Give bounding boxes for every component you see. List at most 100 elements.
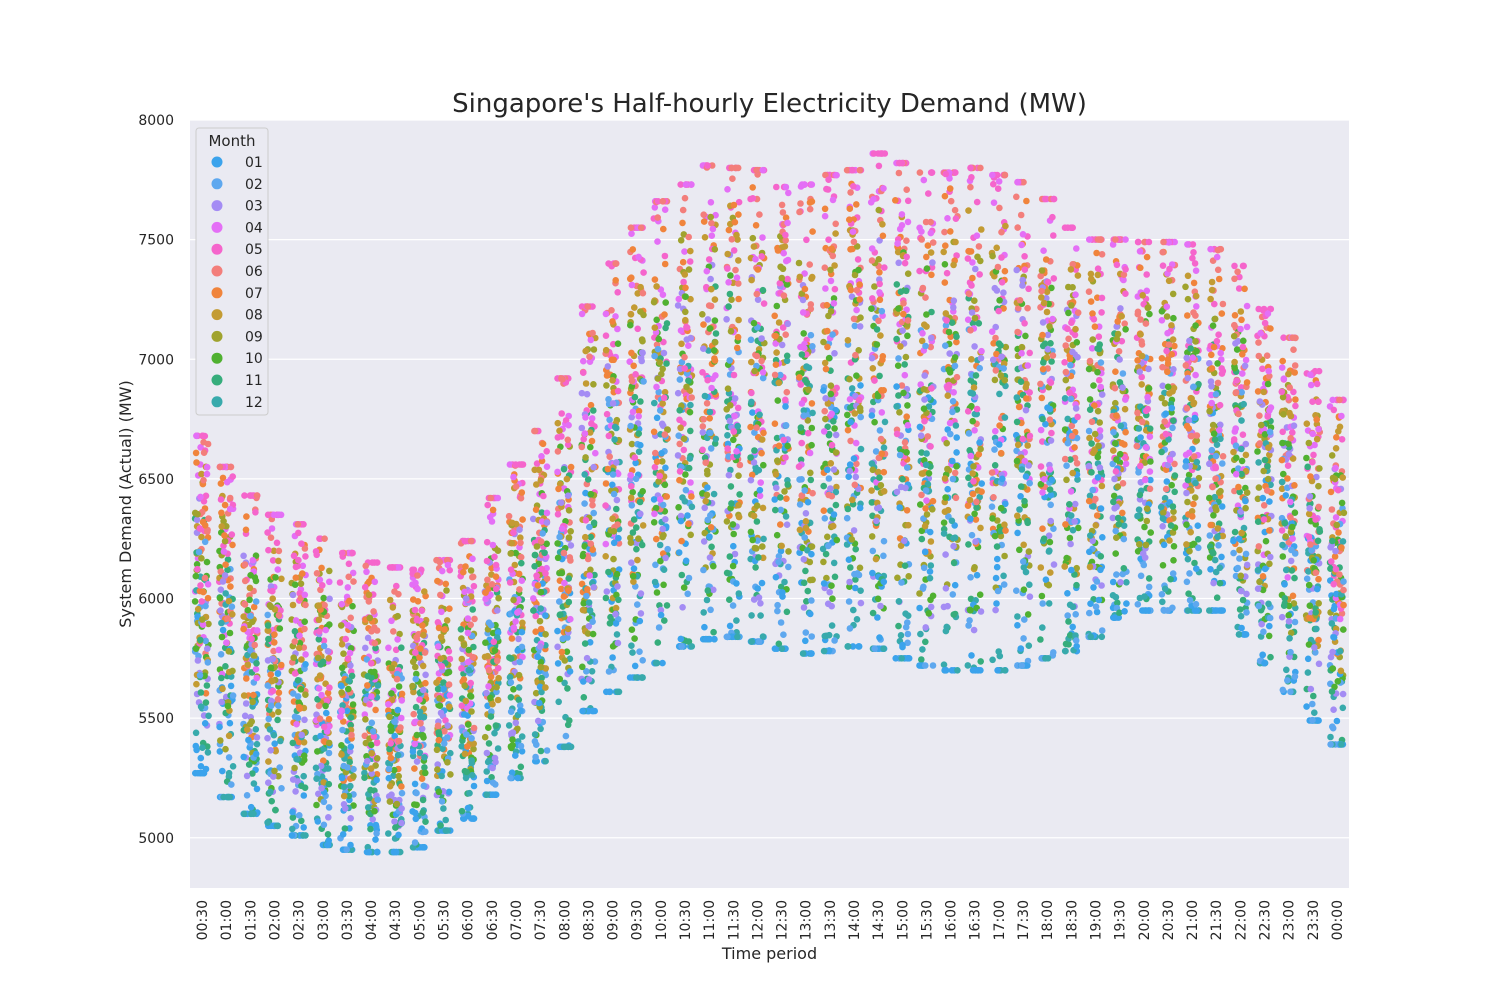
data-point (880, 468, 888, 476)
data-point (197, 754, 205, 762)
data-point (844, 505, 852, 513)
data-point (659, 198, 667, 205)
data-point (252, 726, 260, 733)
data-point (627, 224, 635, 231)
data-point (878, 409, 886, 416)
data-point (650, 428, 658, 436)
data-point (708, 543, 715, 551)
data-point (247, 612, 254, 620)
data-point (243, 792, 251, 799)
data-point (682, 486, 690, 494)
data-point (388, 791, 395, 798)
data-point (390, 766, 398, 774)
data-point (679, 494, 686, 501)
data-point (507, 679, 515, 686)
data-point (760, 535, 767, 543)
data-point (661, 431, 669, 438)
data-point (264, 734, 271, 742)
data-point (446, 703, 453, 710)
data-point (542, 612, 549, 619)
data-point (325, 765, 332, 772)
data-point (191, 598, 199, 605)
data-point (820, 647, 828, 655)
data-point (320, 637, 328, 644)
data-point (783, 608, 791, 616)
data-point (434, 619, 442, 626)
data-point (807, 301, 815, 308)
data-point (264, 511, 272, 519)
data-point (267, 747, 275, 754)
data-point (946, 350, 953, 357)
data-point (895, 169, 903, 177)
data-point (797, 200, 804, 207)
data-point (300, 832, 307, 839)
data-point (711, 296, 719, 303)
data-point (338, 641, 346, 648)
data-point (395, 831, 402, 839)
data-point (688, 181, 695, 188)
data-point (289, 739, 297, 747)
data-point (409, 748, 417, 755)
data-point (699, 446, 706, 454)
data-point (202, 690, 210, 697)
data-point (677, 327, 685, 334)
data-point (895, 598, 903, 605)
data-point (412, 675, 420, 683)
data-point (828, 441, 836, 449)
data-point (567, 528, 574, 535)
data-point (469, 815, 476, 822)
data-point (507, 708, 515, 715)
data-point (926, 528, 934, 536)
data-point (978, 347, 985, 355)
data-point (416, 708, 424, 716)
data-point (971, 297, 978, 305)
data-point (266, 726, 274, 733)
data-point (898, 211, 906, 218)
data-point (269, 677, 276, 685)
data-point (492, 573, 500, 580)
data-point (829, 252, 837, 260)
data-point (413, 731, 421, 739)
data-point (734, 404, 742, 412)
data-point (799, 296, 807, 304)
data-point (224, 702, 232, 710)
data-point (847, 418, 854, 426)
data-point (706, 533, 713, 540)
data-point (749, 536, 756, 544)
data-point (728, 164, 735, 172)
data-point (467, 679, 475, 687)
data-point (881, 264, 888, 271)
data-point (857, 587, 864, 594)
data-point (973, 571, 981, 579)
data-point (247, 803, 255, 811)
data-point (372, 821, 380, 829)
data-point (199, 616, 206, 623)
data-point (224, 556, 232, 563)
data-point (340, 792, 348, 800)
data-point (243, 772, 251, 780)
data-point (796, 273, 804, 281)
data-point (729, 562, 737, 570)
data-point (630, 565, 638, 572)
data-point (397, 724, 404, 731)
data-point (725, 471, 733, 479)
data-point (372, 644, 379, 652)
data-point (659, 525, 666, 533)
data-point (534, 653, 542, 661)
data-point (953, 333, 960, 341)
data-point (517, 539, 524, 547)
data-point (489, 700, 496, 708)
data-point (780, 249, 787, 257)
data-point (735, 590, 743, 597)
data-point (460, 568, 467, 576)
data-point (252, 750, 260, 758)
data-point (851, 410, 859, 417)
data-point (517, 763, 525, 771)
data-point (893, 403, 900, 410)
data-point (947, 197, 955, 205)
data-point (489, 764, 496, 772)
data-point (628, 559, 635, 566)
data-point (949, 591, 957, 598)
data-point (942, 627, 950, 635)
data-point (487, 713, 495, 720)
